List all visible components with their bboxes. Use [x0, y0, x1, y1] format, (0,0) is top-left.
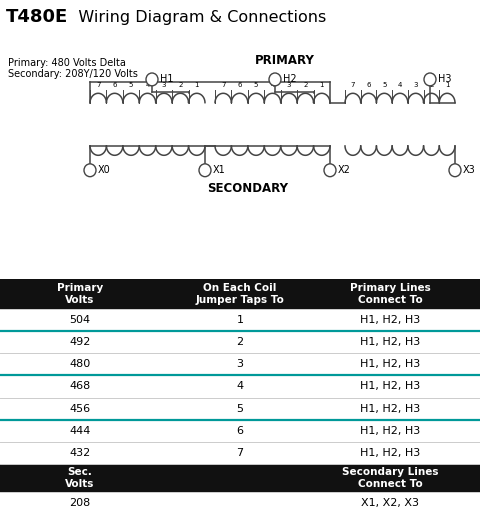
Text: X3: X3	[463, 165, 476, 175]
Circle shape	[449, 164, 461, 177]
Text: 6: 6	[237, 425, 243, 436]
Circle shape	[146, 73, 158, 86]
Text: Wiring Diagram & Connections: Wiring Diagram & Connections	[63, 10, 326, 25]
Text: H3: H3	[438, 74, 452, 84]
Bar	[0, 397, 480, 420]
Text: H1, H2, H3: H1, H2, H3	[360, 315, 420, 325]
Bar	[0, 353, 480, 375]
Text: H1, H2, H3: H1, H2, H3	[360, 381, 420, 392]
Text: H2: H2	[283, 74, 297, 84]
Text: X0: X0	[98, 165, 111, 175]
Text: 468: 468	[70, 381, 91, 392]
Text: On Each Coil
Jumper Taps To: On Each Coil Jumper Taps To	[195, 283, 285, 305]
Text: 5: 5	[237, 403, 243, 414]
Text: H1, H2, H3: H1, H2, H3	[360, 425, 420, 436]
Text: H1, H2, H3: H1, H2, H3	[360, 403, 420, 414]
Text: Primary
Volts: Primary Volts	[57, 283, 103, 305]
Circle shape	[199, 164, 211, 177]
Circle shape	[269, 73, 281, 86]
Circle shape	[84, 164, 96, 177]
Text: 6: 6	[238, 82, 242, 88]
Text: H1, H2, H3: H1, H2, H3	[360, 359, 420, 369]
Text: Primary: 480 Volts Delta: Primary: 480 Volts Delta	[8, 58, 126, 69]
Bar	[0, 492, 480, 512]
Text: 3: 3	[287, 82, 291, 88]
Text: 2: 2	[237, 337, 243, 347]
Text: 2: 2	[178, 82, 182, 88]
Text: Secondary: 208Y/120 Volts: Secondary: 208Y/120 Volts	[8, 69, 138, 79]
Text: 4: 4	[145, 82, 150, 88]
Text: 3: 3	[413, 82, 418, 88]
Text: 6: 6	[366, 82, 371, 88]
Text: 492: 492	[69, 337, 91, 347]
Text: Connections: Connections	[194, 264, 286, 276]
Text: Wiring Diagram: Wiring Diagram	[181, 38, 299, 51]
Text: 7: 7	[96, 82, 100, 88]
Text: 3: 3	[162, 82, 166, 88]
Bar	[0, 279, 480, 309]
Bar	[0, 331, 480, 353]
Text: 444: 444	[69, 425, 91, 436]
Text: X1, X2, X3: X1, X2, X3	[361, 498, 419, 508]
Bar	[0, 420, 480, 442]
Text: 504: 504	[70, 315, 91, 325]
Text: 1: 1	[194, 82, 199, 88]
Text: 5: 5	[382, 82, 386, 88]
Text: 2: 2	[429, 82, 433, 88]
Text: 4: 4	[398, 82, 402, 88]
Text: 456: 456	[70, 403, 91, 414]
Text: 7: 7	[350, 82, 355, 88]
Text: H1, H2, H3: H1, H2, H3	[360, 448, 420, 458]
Text: 5: 5	[254, 82, 258, 88]
Text: 208: 208	[70, 498, 91, 508]
Bar	[0, 442, 480, 464]
Text: PRIMARY: PRIMARY	[255, 54, 315, 67]
Text: 4: 4	[237, 381, 243, 392]
Bar	[0, 375, 480, 397]
Text: X2: X2	[338, 165, 351, 175]
Text: SECONDARY: SECONDARY	[207, 182, 288, 195]
Text: 5: 5	[129, 82, 133, 88]
Text: H1: H1	[160, 74, 173, 84]
Text: 1: 1	[237, 315, 243, 325]
Bar	[0, 464, 480, 492]
Text: T480E: T480E	[6, 8, 68, 26]
Circle shape	[424, 73, 436, 86]
Text: 480: 480	[70, 359, 91, 369]
Text: 7: 7	[221, 82, 226, 88]
Text: Primary Lines
Connect To: Primary Lines Connect To	[349, 283, 431, 305]
Text: 4: 4	[270, 82, 275, 88]
Bar	[0, 309, 480, 331]
Text: 7: 7	[237, 448, 243, 458]
Text: Sec.
Volts: Sec. Volts	[65, 466, 95, 489]
Text: X1: X1	[213, 165, 226, 175]
Circle shape	[324, 164, 336, 177]
Text: 3: 3	[237, 359, 243, 369]
Text: 1: 1	[445, 82, 449, 88]
Text: 432: 432	[70, 448, 91, 458]
Text: 2: 2	[303, 82, 308, 88]
Text: H1, H2, H3: H1, H2, H3	[360, 337, 420, 347]
Text: Secondary Lines
Connect To: Secondary Lines Connect To	[342, 466, 438, 489]
Text: 1: 1	[320, 82, 324, 88]
Text: 6: 6	[112, 82, 117, 88]
